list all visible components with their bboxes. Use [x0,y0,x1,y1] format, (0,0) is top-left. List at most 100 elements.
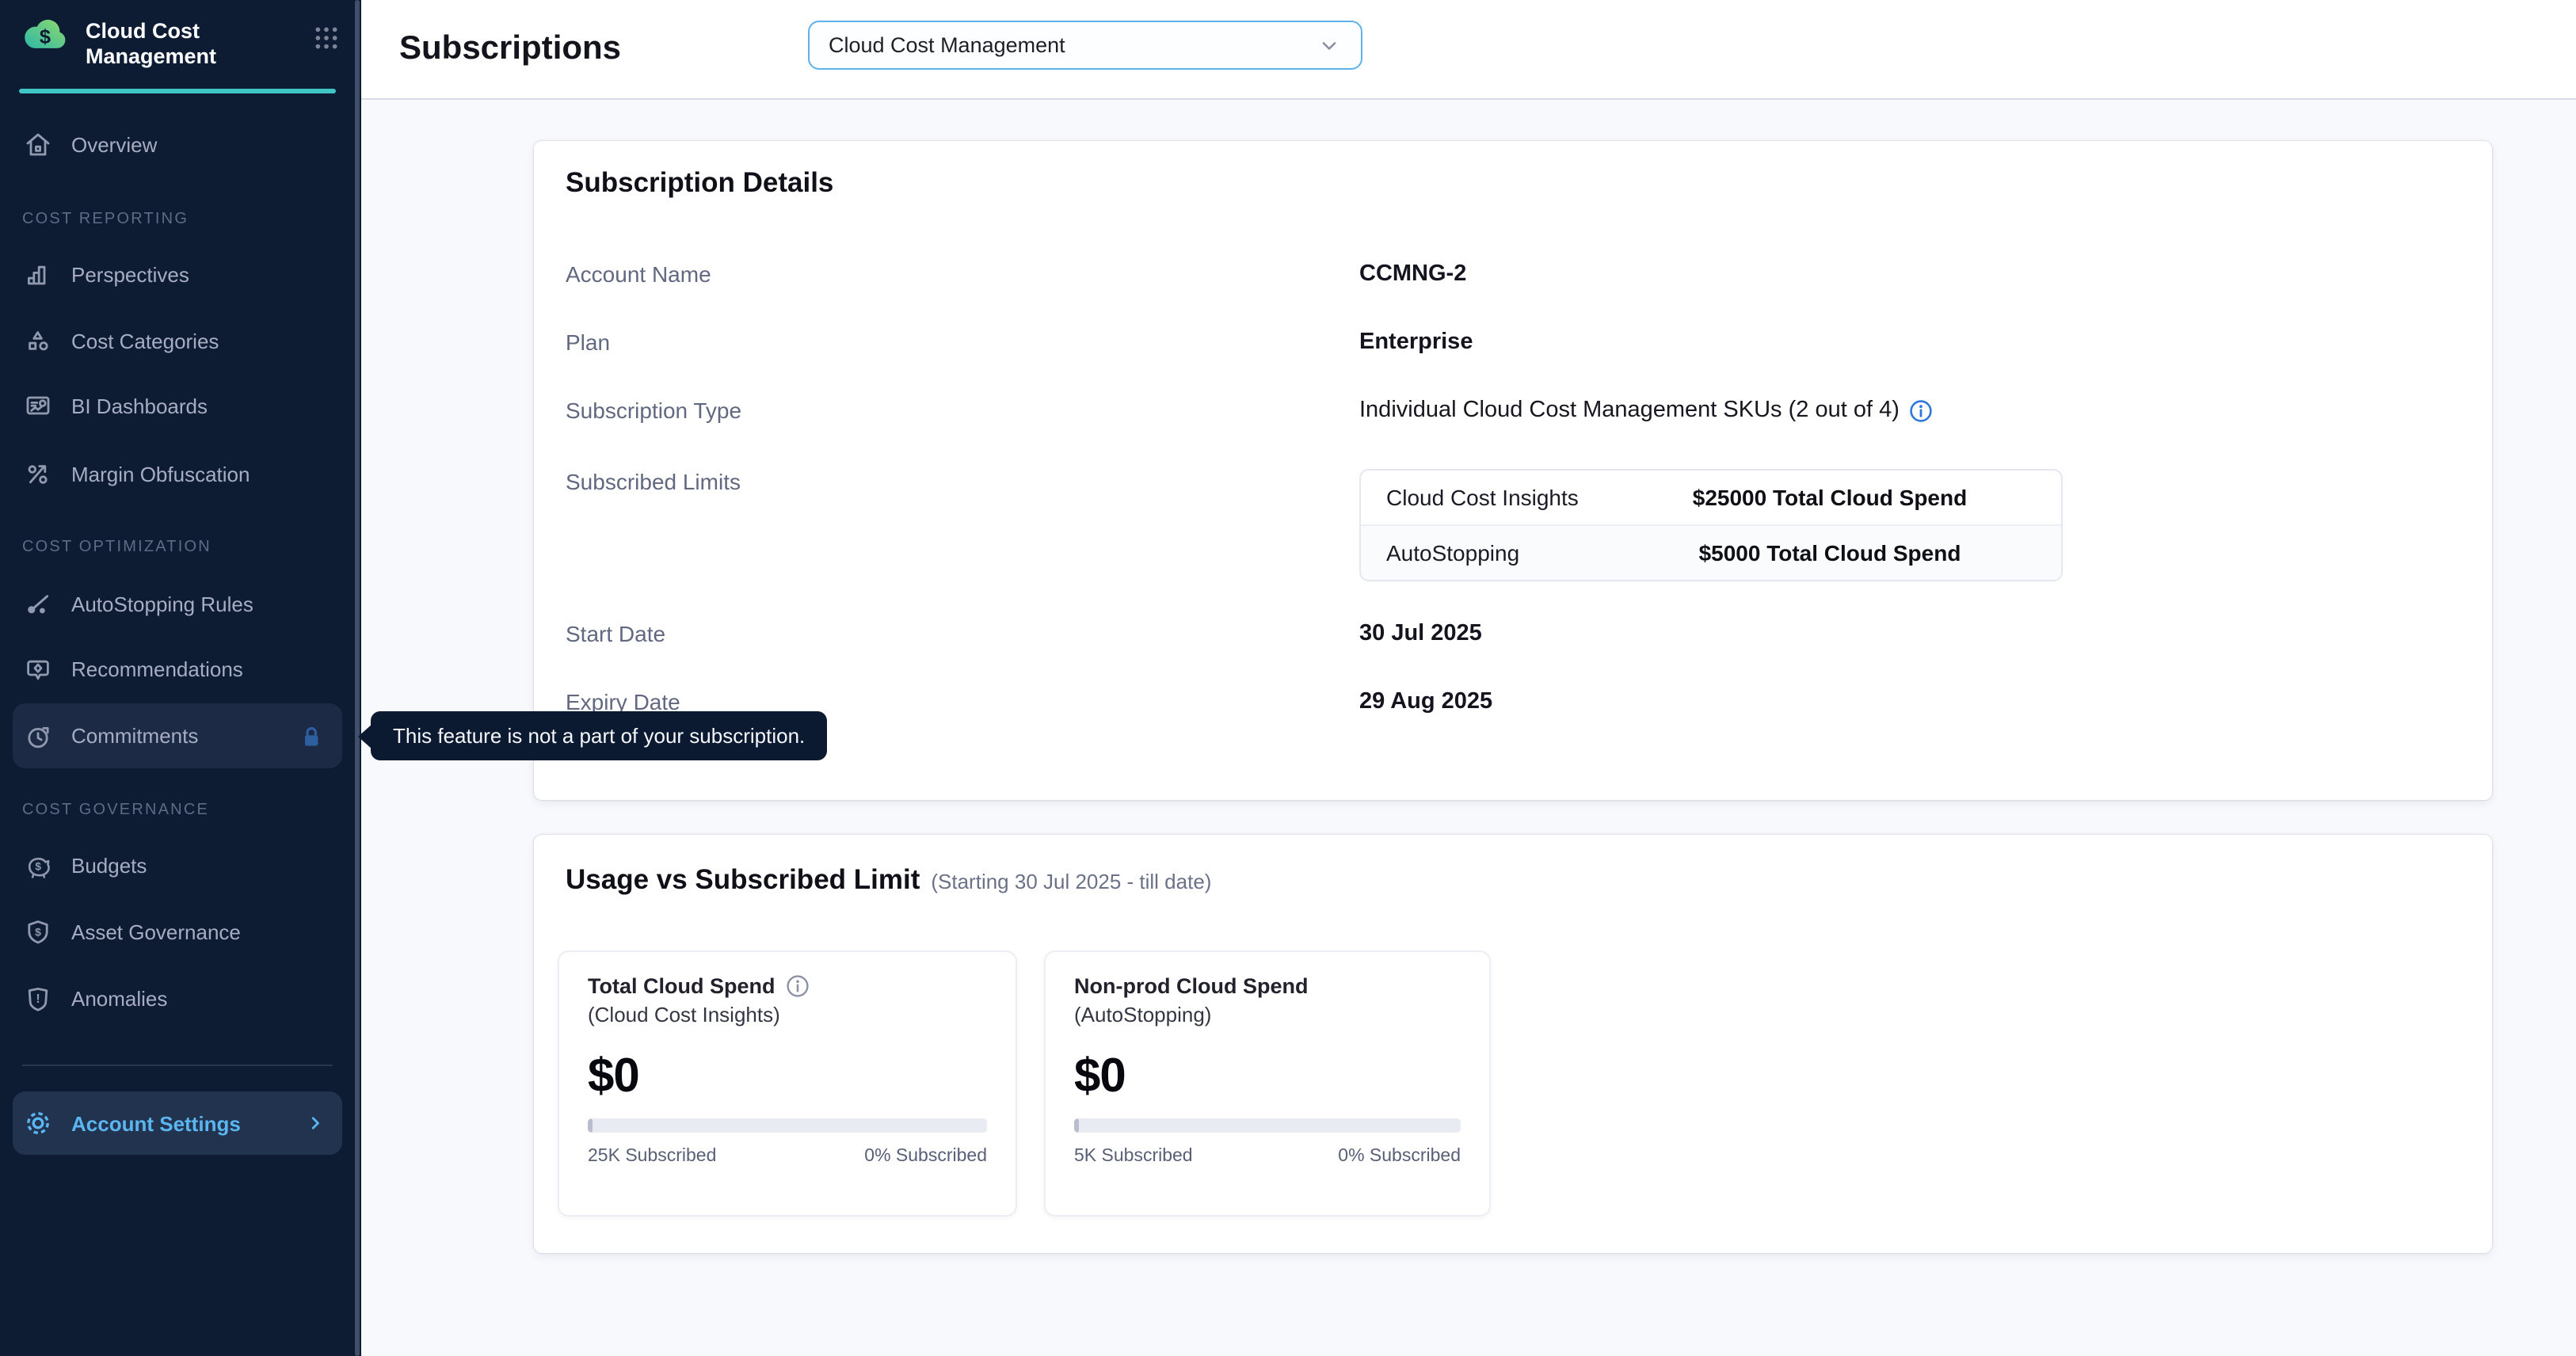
start-date-label: Start Date [566,621,666,646]
usage-card-subtitle: (AutoStopping) [1074,1003,1212,1027]
subscription-details-card: Subscription Details Account Name CCMNG-… [534,141,2492,800]
product-logo-row: $ Cloud Cost Management [0,0,361,70]
subscribed-percent-label: 0% Subscribed [864,1147,987,1166]
sidebar-item-account-settings[interactable]: Account Settings [13,1091,342,1155]
svg-text:$: $ [35,926,41,939]
expiry-date-label: Expiry Date [566,689,680,714]
sidebar-item-perspectives[interactable]: Perspectives [0,242,355,306]
percent-arrow-icon [22,458,54,489]
svg-text:$: $ [40,26,51,48]
usage-amount: $0 [1074,1050,1126,1103]
gear-icon [22,1107,54,1139]
sidebar-item-margin-obfuscation[interactable]: Margin Obfuscation [0,442,355,505]
sidebar-item-bi-dashboards[interactable]: BI Dashboards [0,374,355,437]
start-date-value: 30 Jul 2025 [1359,621,1482,646]
sidebar-nav: Overview COST REPORTING Perspectives Cos… [0,92,355,1155]
sidebar-item-label: Anomalies [71,986,168,1010]
usage-card-title: Non-prod Cloud Spend [1074,974,1309,998]
sidebar-item-label: Cost Categories [71,329,219,352]
usage-subtitle: (Starting 30 Jul 2025 - till date) [931,870,1212,893]
sidebar-item-label: Recommendations [71,657,243,680]
sidebar-item-overview[interactable]: Overview [0,112,355,176]
usage-amount: $0 [588,1050,640,1103]
sidebar-item-asset-governance[interactable]: $ Asset Governance [0,900,355,963]
shield-dollar-icon: $ [22,916,54,947]
sidebar-item-label: BI Dashboards [71,394,208,417]
page-title: Subscriptions [399,30,622,67]
sidebar-item-budgets[interactable]: $ Budgets [0,833,355,897]
plan-label: Plan [566,329,611,355]
usage-progress-fill [1074,1118,1079,1133]
top-bar: Subscriptions Cloud Cost Management [361,0,2576,100]
module-select-dropdown[interactable]: Cloud Cost Management [808,21,1362,70]
lock-icon [299,723,323,748]
subscribed-amount-label: 5K Subscribed [1074,1147,1193,1166]
sidebar-item-anomalies[interactable]: ! Anomalies [0,966,355,1030]
account-name-label: Account Name [566,261,711,287]
sidebar-scrollbar[interactable] [355,0,360,1356]
svg-text:$: $ [35,860,41,872]
account-name-value: CCMNG-2 [1359,261,1467,287]
section-label-cost-reporting: COST REPORTING [22,211,189,228]
usage-progress-fill [588,1118,593,1133]
sidebar-item-label: Budgets [71,853,147,877]
table-row: Cloud Cost Insights $25000 Total Cloud S… [1361,470,2061,524]
main-content: Subscription Details Account Name CCMNG-… [361,98,2576,1356]
sidebar-item-cost-categories[interactable]: Cost Categories [0,309,355,372]
cloud-cost-logo-icon: $ [22,14,70,54]
module-accent-line [19,89,336,93]
piggy-bank-icon: $ [22,849,54,881]
sidebar-item-label: Perspectives [71,262,189,286]
sidebar-item-commitments[interactable]: Commitments [13,703,342,768]
subscription-tooltip: This feature is not a part of your subsc… [371,711,828,760]
sidebar-item-label: AutoStopping Rules [71,592,253,615]
shield-alert-icon: ! [22,982,54,1014]
sidebar-item-label: Asset Governance [71,920,241,943]
info-icon[interactable] [787,974,810,998]
total-cloud-spend-card: Total Cloud Spend (Cloud Cost Insights) … [558,950,1017,1217]
sidebar: $ Cloud Cost Management Over [0,0,361,1356]
usage-card-title: Total Cloud Spend [588,974,775,998]
svg-text:!: ! [36,992,40,1006]
autostopping-lever-icon [22,588,54,619]
limit-sku-value: $25000 Total Cloud Spend [1692,485,1968,510]
usage-title: Usage vs Subscribed Limit [566,863,920,895]
section-label-cost-optimization: COST OPTIMIZATION [22,539,211,556]
history-clock-icon [22,720,54,752]
limit-sku-name: Cloud Cost Insights [1386,485,1579,510]
module-select-value: Cloud Cost Management [829,33,1065,57]
table-row: AutoStopping $5000 Total Cloud Spend [1361,524,2061,580]
section-label-cost-governance: COST GOVERNANCE [22,802,209,819]
home-icon [22,128,54,160]
dashboard-image-icon [22,390,54,421]
usage-heading: Usage vs Subscribed Limit (Starting 30 J… [566,863,1211,897]
subscribed-limits-table: Cloud Cost Insights $25000 Total Cloud S… [1359,469,2063,581]
subscription-type-label: Subscription Type [566,398,742,423]
expiry-date-value: 29 Aug 2025 [1359,689,1493,714]
sidebar-item-label: Margin Obfuscation [71,462,250,486]
subscribed-limits-label: Subscribed Limits [566,469,741,494]
subscribed-amount-label: 25K Subscribed [588,1147,717,1166]
chevron-right-icon [304,1112,326,1134]
subscription-type-value: Individual Cloud Cost Management SKUs (2… [1359,394,1933,426]
bar-chart-icon [22,258,54,290]
chevron-down-icon [1317,32,1342,58]
limit-sku-value: $5000 Total Cloud Spend [1698,540,1961,566]
plan-value: Enterprise [1359,329,1473,355]
sidebar-item-recommendations[interactable]: Recommendations [0,637,355,700]
shapes-icon [22,325,54,356]
usage-progress-bar [1074,1118,1461,1133]
sidebar-divider [22,1065,333,1066]
usage-card-subtitle: (Cloud Cost Insights) [588,1003,780,1027]
info-icon[interactable] [1909,398,1933,422]
limit-sku-name: AutoStopping [1386,540,1520,566]
sidebar-item-autostopping-rules[interactable]: AutoStopping Rules [0,572,355,635]
sidebar-item-label: Overview [71,132,158,156]
sidebar-item-label: Commitments [71,724,199,748]
usage-vs-limit-card: Usage vs Subscribed Limit (Starting 30 J… [534,835,2492,1253]
usage-progress-bar [588,1118,987,1133]
subscription-details-title: Subscription Details [566,166,834,198]
recommendation-bubble-icon [22,653,54,684]
module-grid-icon[interactable] [314,25,339,51]
